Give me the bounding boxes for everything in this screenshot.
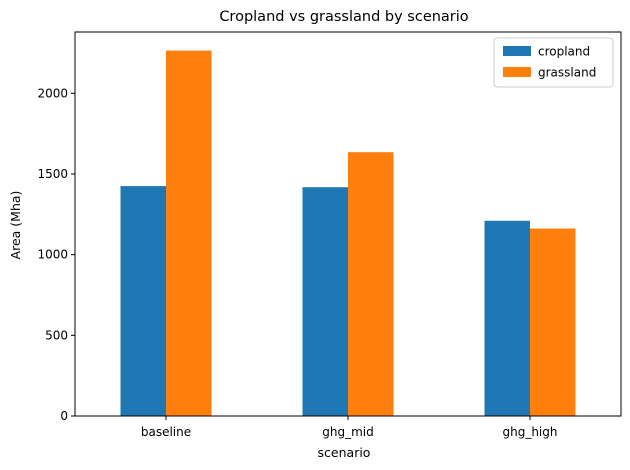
x-tick-label: ghg_high	[502, 425, 557, 439]
chart-title: Cropland vs grassland by scenario	[219, 9, 468, 25]
legend-label-cropland: cropland	[538, 45, 590, 59]
bars	[120, 50, 576, 417]
y-tick-label: 2000	[37, 86, 68, 100]
bar-cropland-ghg_mid	[302, 187, 348, 416]
y-axis-ticks: 0 500 1000 1500 2000	[37, 86, 75, 423]
y-axis-label: Area (Mha)	[8, 191, 23, 260]
legend-swatch-grassland	[503, 67, 531, 77]
bar-cropland-ghg_high	[484, 220, 530, 416]
legend-swatch-cropland	[503, 46, 531, 56]
x-axis-ticks: baseline ghg_mid ghg_high	[141, 416, 558, 439]
y-tick-label: 1500	[37, 167, 68, 181]
x-tick-label: ghg_mid	[322, 425, 373, 439]
bar-grassland-ghg_high	[530, 228, 576, 416]
y-tick-label: 500	[45, 328, 68, 342]
legend-label-grassland: grassland	[538, 66, 596, 80]
bar-grassland-ghg_mid	[348, 152, 394, 417]
y-tick-label: 0	[60, 409, 68, 423]
plot-frame	[74, 31, 622, 417]
x-axis-label: scenario	[318, 445, 371, 460]
y-tick-label: 1000	[37, 248, 68, 262]
bar-grassland-baseline	[166, 50, 212, 416]
bar-cropland-baseline	[120, 186, 166, 416]
x-tick-label: baseline	[141, 425, 191, 439]
legend: cropland grassland	[493, 37, 614, 88]
